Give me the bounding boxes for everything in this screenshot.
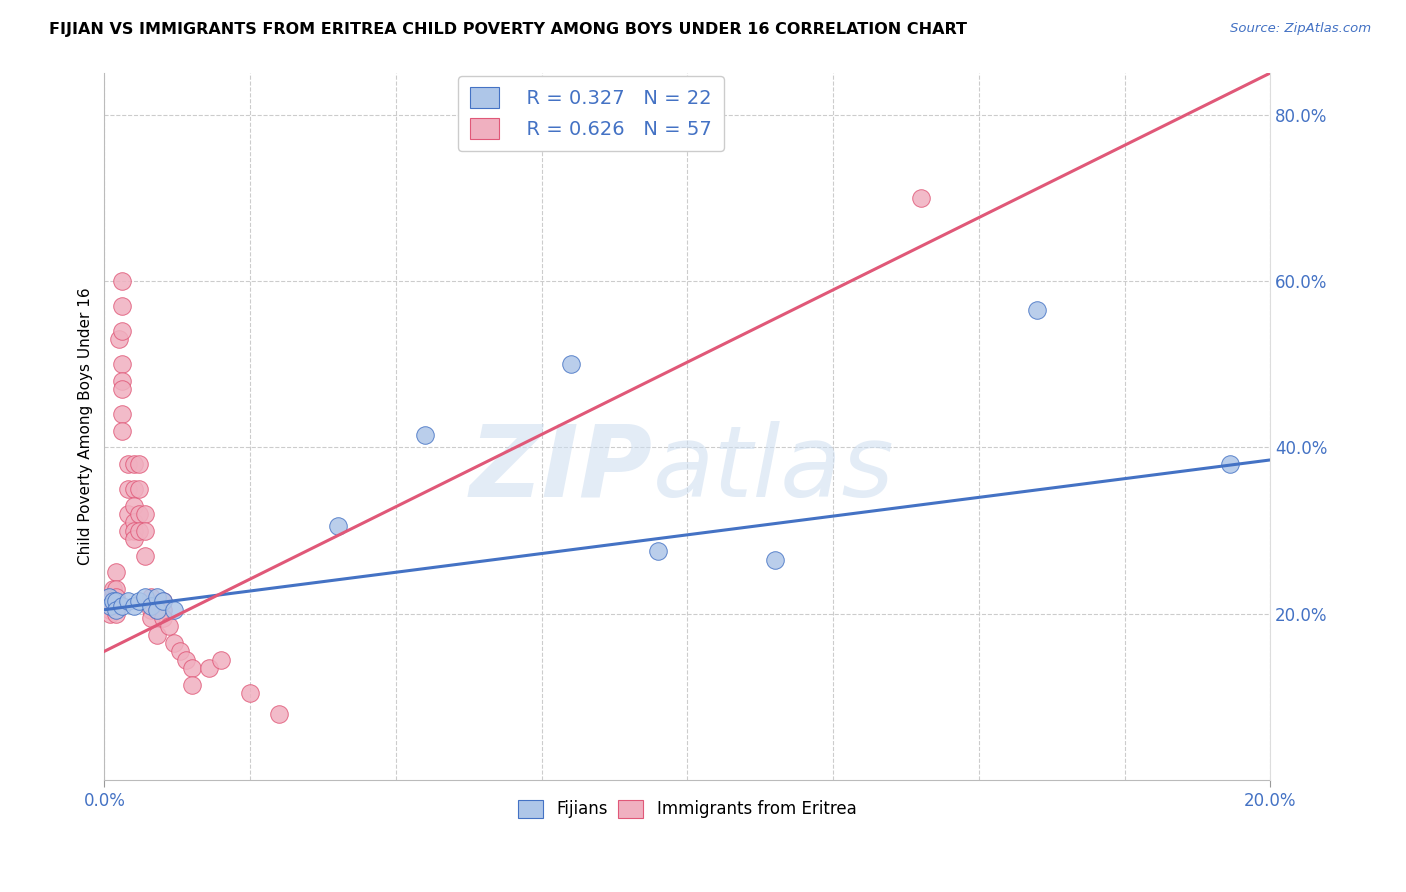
Point (139, 599, 162, 613)
Point (111, 374, 134, 388)
Point (146, 603, 169, 617)
Point (198, 661, 221, 675)
Point (169, 644, 191, 658)
Point (139, 591, 162, 605)
Point (98, 599, 121, 613)
Point (146, 628, 169, 642)
Point (157, 619, 180, 633)
Point (98, 607, 121, 621)
Point (128, 507, 150, 521)
Point (122, 482, 145, 496)
Point (128, 457, 150, 471)
Text: atlas: atlas (652, 421, 894, 517)
Point (98, 603, 121, 617)
Point (134, 591, 156, 605)
Point (134, 507, 156, 521)
Point (101, 582, 124, 596)
Point (139, 603, 162, 617)
Point (111, 382, 134, 396)
Point (174, 653, 197, 667)
Point (105, 566, 128, 580)
Point (152, 594, 174, 608)
Point (105, 607, 128, 621)
Point (146, 591, 169, 605)
Point (105, 599, 128, 613)
Point (111, 274, 134, 288)
Point (111, 424, 134, 438)
Point (910, 191, 932, 205)
Text: ZIP: ZIP (470, 421, 652, 517)
Text: Source: ZipAtlas.com: Source: ZipAtlas.com (1230, 22, 1371, 36)
Point (101, 594, 124, 608)
Point (413, 428, 436, 442)
Point (152, 603, 174, 617)
Point (111, 357, 134, 371)
Point (105, 591, 128, 605)
Point (128, 524, 150, 538)
Text: FIJIAN VS IMMIGRANTS FROM ERITREA CHILD POVERTY AMONG BOYS UNDER 16 CORRELATION : FIJIAN VS IMMIGRANTS FROM ERITREA CHILD … (49, 22, 967, 37)
Point (105, 594, 128, 608)
Point (163, 636, 186, 650)
Point (98, 599, 121, 613)
Point (108, 332, 131, 346)
Point (111, 407, 134, 421)
Point (117, 507, 139, 521)
Point (101, 594, 124, 608)
Point (98, 594, 121, 608)
Y-axis label: Child Poverty Among Boys Under 16: Child Poverty Among Boys Under 16 (79, 288, 93, 566)
Point (163, 603, 186, 617)
Point (122, 532, 145, 546)
Point (111, 299, 134, 313)
Point (239, 686, 262, 700)
Point (105, 603, 128, 617)
Point (117, 594, 139, 608)
Point (180, 661, 202, 675)
Legend: Fijians, Immigrants from Eritrea: Fijians, Immigrants from Eritrea (512, 793, 863, 825)
Point (209, 653, 232, 667)
Point (134, 549, 156, 563)
Point (122, 524, 145, 538)
Point (1026, 303, 1049, 318)
Point (98, 591, 121, 605)
Point (117, 524, 139, 538)
Point (763, 553, 786, 567)
Point (111, 324, 134, 338)
Point (122, 516, 145, 530)
Point (98, 591, 121, 605)
Point (180, 677, 202, 691)
Point (152, 611, 174, 625)
Point (326, 519, 349, 533)
Point (117, 457, 139, 471)
Point (1219, 457, 1241, 471)
Point (122, 457, 145, 471)
Point (152, 594, 174, 608)
Point (139, 611, 162, 625)
Point (117, 482, 139, 496)
Point (122, 499, 145, 513)
Point (105, 582, 128, 596)
Point (146, 603, 169, 617)
Point (111, 599, 134, 613)
Point (128, 482, 150, 496)
Point (122, 599, 145, 613)
Point (134, 524, 156, 538)
Point (560, 357, 582, 371)
Point (128, 594, 150, 608)
Point (269, 706, 291, 721)
Point (647, 544, 669, 558)
